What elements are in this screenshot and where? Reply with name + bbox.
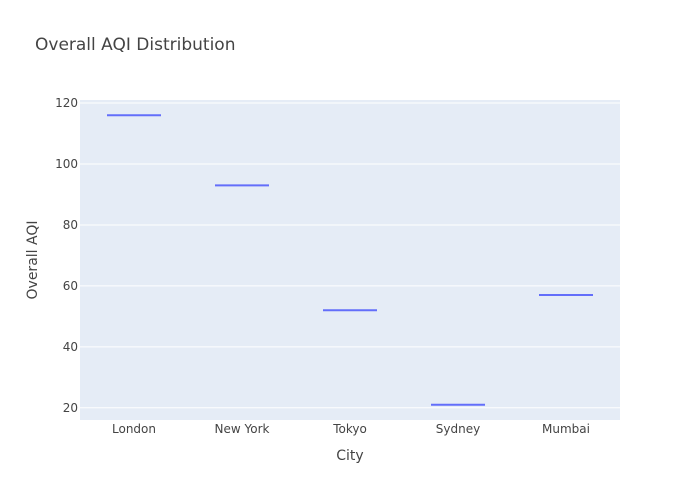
x-tick-label: Tokyo [332,422,367,436]
y-axis-ticks: 20 40 60 80 100 120 [55,96,78,415]
x-tick-label: Sydney [436,422,480,436]
y-tick-label: 40 [63,340,78,354]
y-tick-label: 100 [55,157,78,171]
y-tick-label: 60 [63,279,78,293]
plot-background [80,100,620,420]
plot-area [80,100,620,420]
x-axis-ticks: London New York Tokyo Sydney Mumbai [112,422,590,436]
data-marks [107,114,593,406]
x-tick-label: London [112,422,156,436]
y-tick-label: 20 [63,401,78,415]
grid-lines [80,102,620,409]
y-tick-label: 120 [55,96,78,110]
y-axis-title: Overall AQI [25,221,41,300]
x-axis-title: City [336,448,363,464]
chart-title: Overall AQI Distribution [35,35,235,55]
x-tick-label: Mumbai [542,422,590,436]
x-tick-label: New York [215,422,270,436]
y-tick-label: 80 [63,218,78,232]
